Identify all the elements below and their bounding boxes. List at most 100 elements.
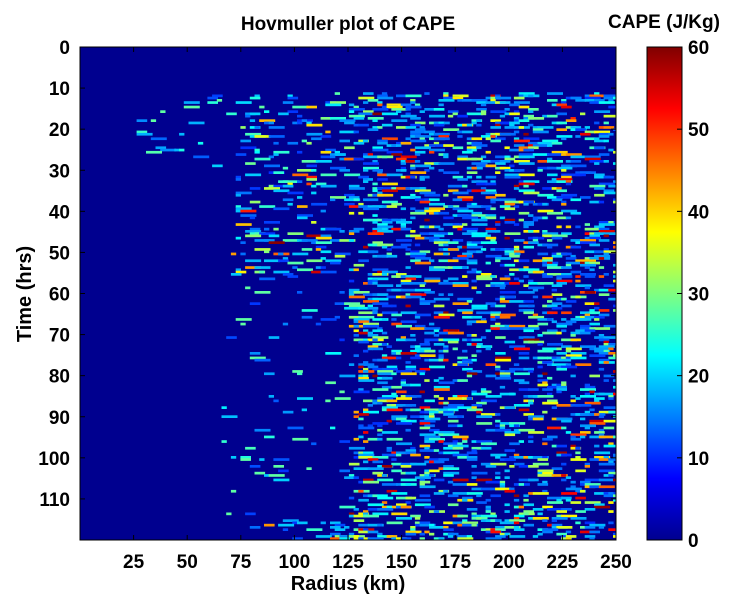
heatmap-cell <box>419 250 431 254</box>
heatmap-cell <box>466 300 473 303</box>
heatmap-cell <box>556 514 562 518</box>
heatmap-cell <box>391 469 402 473</box>
chart-title: Hovmuller plot of CAPE <box>241 14 455 35</box>
heatmap-cell <box>363 329 369 333</box>
heatmap-cell <box>608 442 614 446</box>
heatmap-cell <box>363 139 369 143</box>
heatmap-cell <box>584 478 601 482</box>
heatmap-cell <box>471 404 483 407</box>
heatmap-cell <box>249 526 261 529</box>
heatmap-cell <box>589 184 606 188</box>
heatmap-cell <box>363 169 369 172</box>
heatmap-cell <box>471 449 477 452</box>
heatmap-cell <box>297 180 303 183</box>
heatmap-cell <box>523 132 529 136</box>
heatmap-cell <box>297 196 303 199</box>
heatmap-cell <box>419 300 436 303</box>
heatmap-cell <box>297 121 303 125</box>
heatmap-cell <box>561 365 578 369</box>
heatmap-cell <box>405 137 411 141</box>
heatmap-cell <box>235 223 252 226</box>
heatmap-cell <box>480 110 487 113</box>
heatmap-cell <box>443 128 460 131</box>
heatmap-cell <box>613 245 616 249</box>
heatmap-cell <box>358 96 375 100</box>
heatmap-cell <box>377 139 388 143</box>
heatmap-cell <box>381 483 398 486</box>
heatmap-cell <box>372 146 383 150</box>
heatmap-cell <box>405 105 422 109</box>
heatmap-cell <box>490 512 496 516</box>
heatmap-cell <box>485 214 497 217</box>
heatmap-cell <box>499 160 511 163</box>
heatmap-cell <box>372 399 378 403</box>
heatmap-cell <box>348 474 355 477</box>
heatmap-cell <box>471 223 488 226</box>
heatmap-cell <box>495 365 501 369</box>
heatmap-cell <box>594 306 600 310</box>
heatmap-cell <box>518 279 524 283</box>
heatmap-cell <box>480 388 487 391</box>
heatmap-cell <box>532 130 549 134</box>
heatmap-cell <box>433 311 445 315</box>
heatmap-cell <box>377 171 383 174</box>
heatmap-cell <box>556 187 562 190</box>
heatmap-cell <box>452 266 469 269</box>
heatmap-cell <box>462 519 468 522</box>
heatmap-cell <box>424 162 441 165</box>
heatmap-cell <box>528 241 539 244</box>
heatmap-cell <box>537 379 549 382</box>
heatmap-cell <box>396 404 412 407</box>
heatmap-cell <box>504 282 510 285</box>
heatmap-cell <box>509 282 520 285</box>
heatmap-cell <box>598 227 610 231</box>
heatmap-cell <box>438 99 455 102</box>
heatmap-cell <box>495 358 512 362</box>
heatmap-cell <box>589 327 595 330</box>
heatmap-cell <box>400 225 406 229</box>
heatmap-cell <box>462 498 468 502</box>
heatmap-cell <box>334 315 340 319</box>
heatmap-cell <box>433 123 445 127</box>
heatmap-cell <box>452 225 464 229</box>
heatmap-cell <box>485 508 491 511</box>
heatmap-cell <box>608 471 616 475</box>
heatmap-cell <box>471 141 483 145</box>
heatmap-cell <box>311 184 317 188</box>
heatmap-cell <box>400 381 406 385</box>
heatmap-cell <box>580 480 591 484</box>
heatmap-cell <box>613 241 616 244</box>
heatmap-cell <box>419 480 431 484</box>
heatmap-cell <box>495 284 506 287</box>
heatmap-cell <box>565 160 572 163</box>
heatmap-cell <box>400 311 417 315</box>
heatmap-cell <box>414 345 421 348</box>
heatmap-cell <box>457 209 474 213</box>
heatmap-cell <box>433 132 450 136</box>
heatmap-cell <box>353 467 370 470</box>
heatmap-cell <box>254 157 271 161</box>
heatmap-cell <box>339 505 356 509</box>
heatmap-cell <box>334 397 351 400</box>
heatmap-cell <box>598 334 605 337</box>
heatmap-cell <box>160 148 177 152</box>
heatmap-cell <box>480 216 487 220</box>
x-tick-label: 225 <box>547 552 579 573</box>
heatmap-cell <box>495 315 501 319</box>
heatmap-cell <box>405 112 411 116</box>
heatmap-cell <box>598 415 605 418</box>
heatmap-cell <box>594 250 611 254</box>
heatmap-cell <box>405 367 417 371</box>
heatmap-cell <box>429 437 445 441</box>
heatmap-cell <box>400 243 412 247</box>
heatmap-cell <box>532 395 539 398</box>
heatmap-cell <box>212 94 223 98</box>
heatmap-cell <box>547 92 563 95</box>
heatmap-cell <box>476 410 482 414</box>
heatmap-cell <box>400 162 406 165</box>
y-tick-label: 30 <box>49 161 70 182</box>
heatmap-cell <box>547 144 553 147</box>
heatmap-cell <box>287 191 304 195</box>
heatmap-cell <box>589 101 606 104</box>
